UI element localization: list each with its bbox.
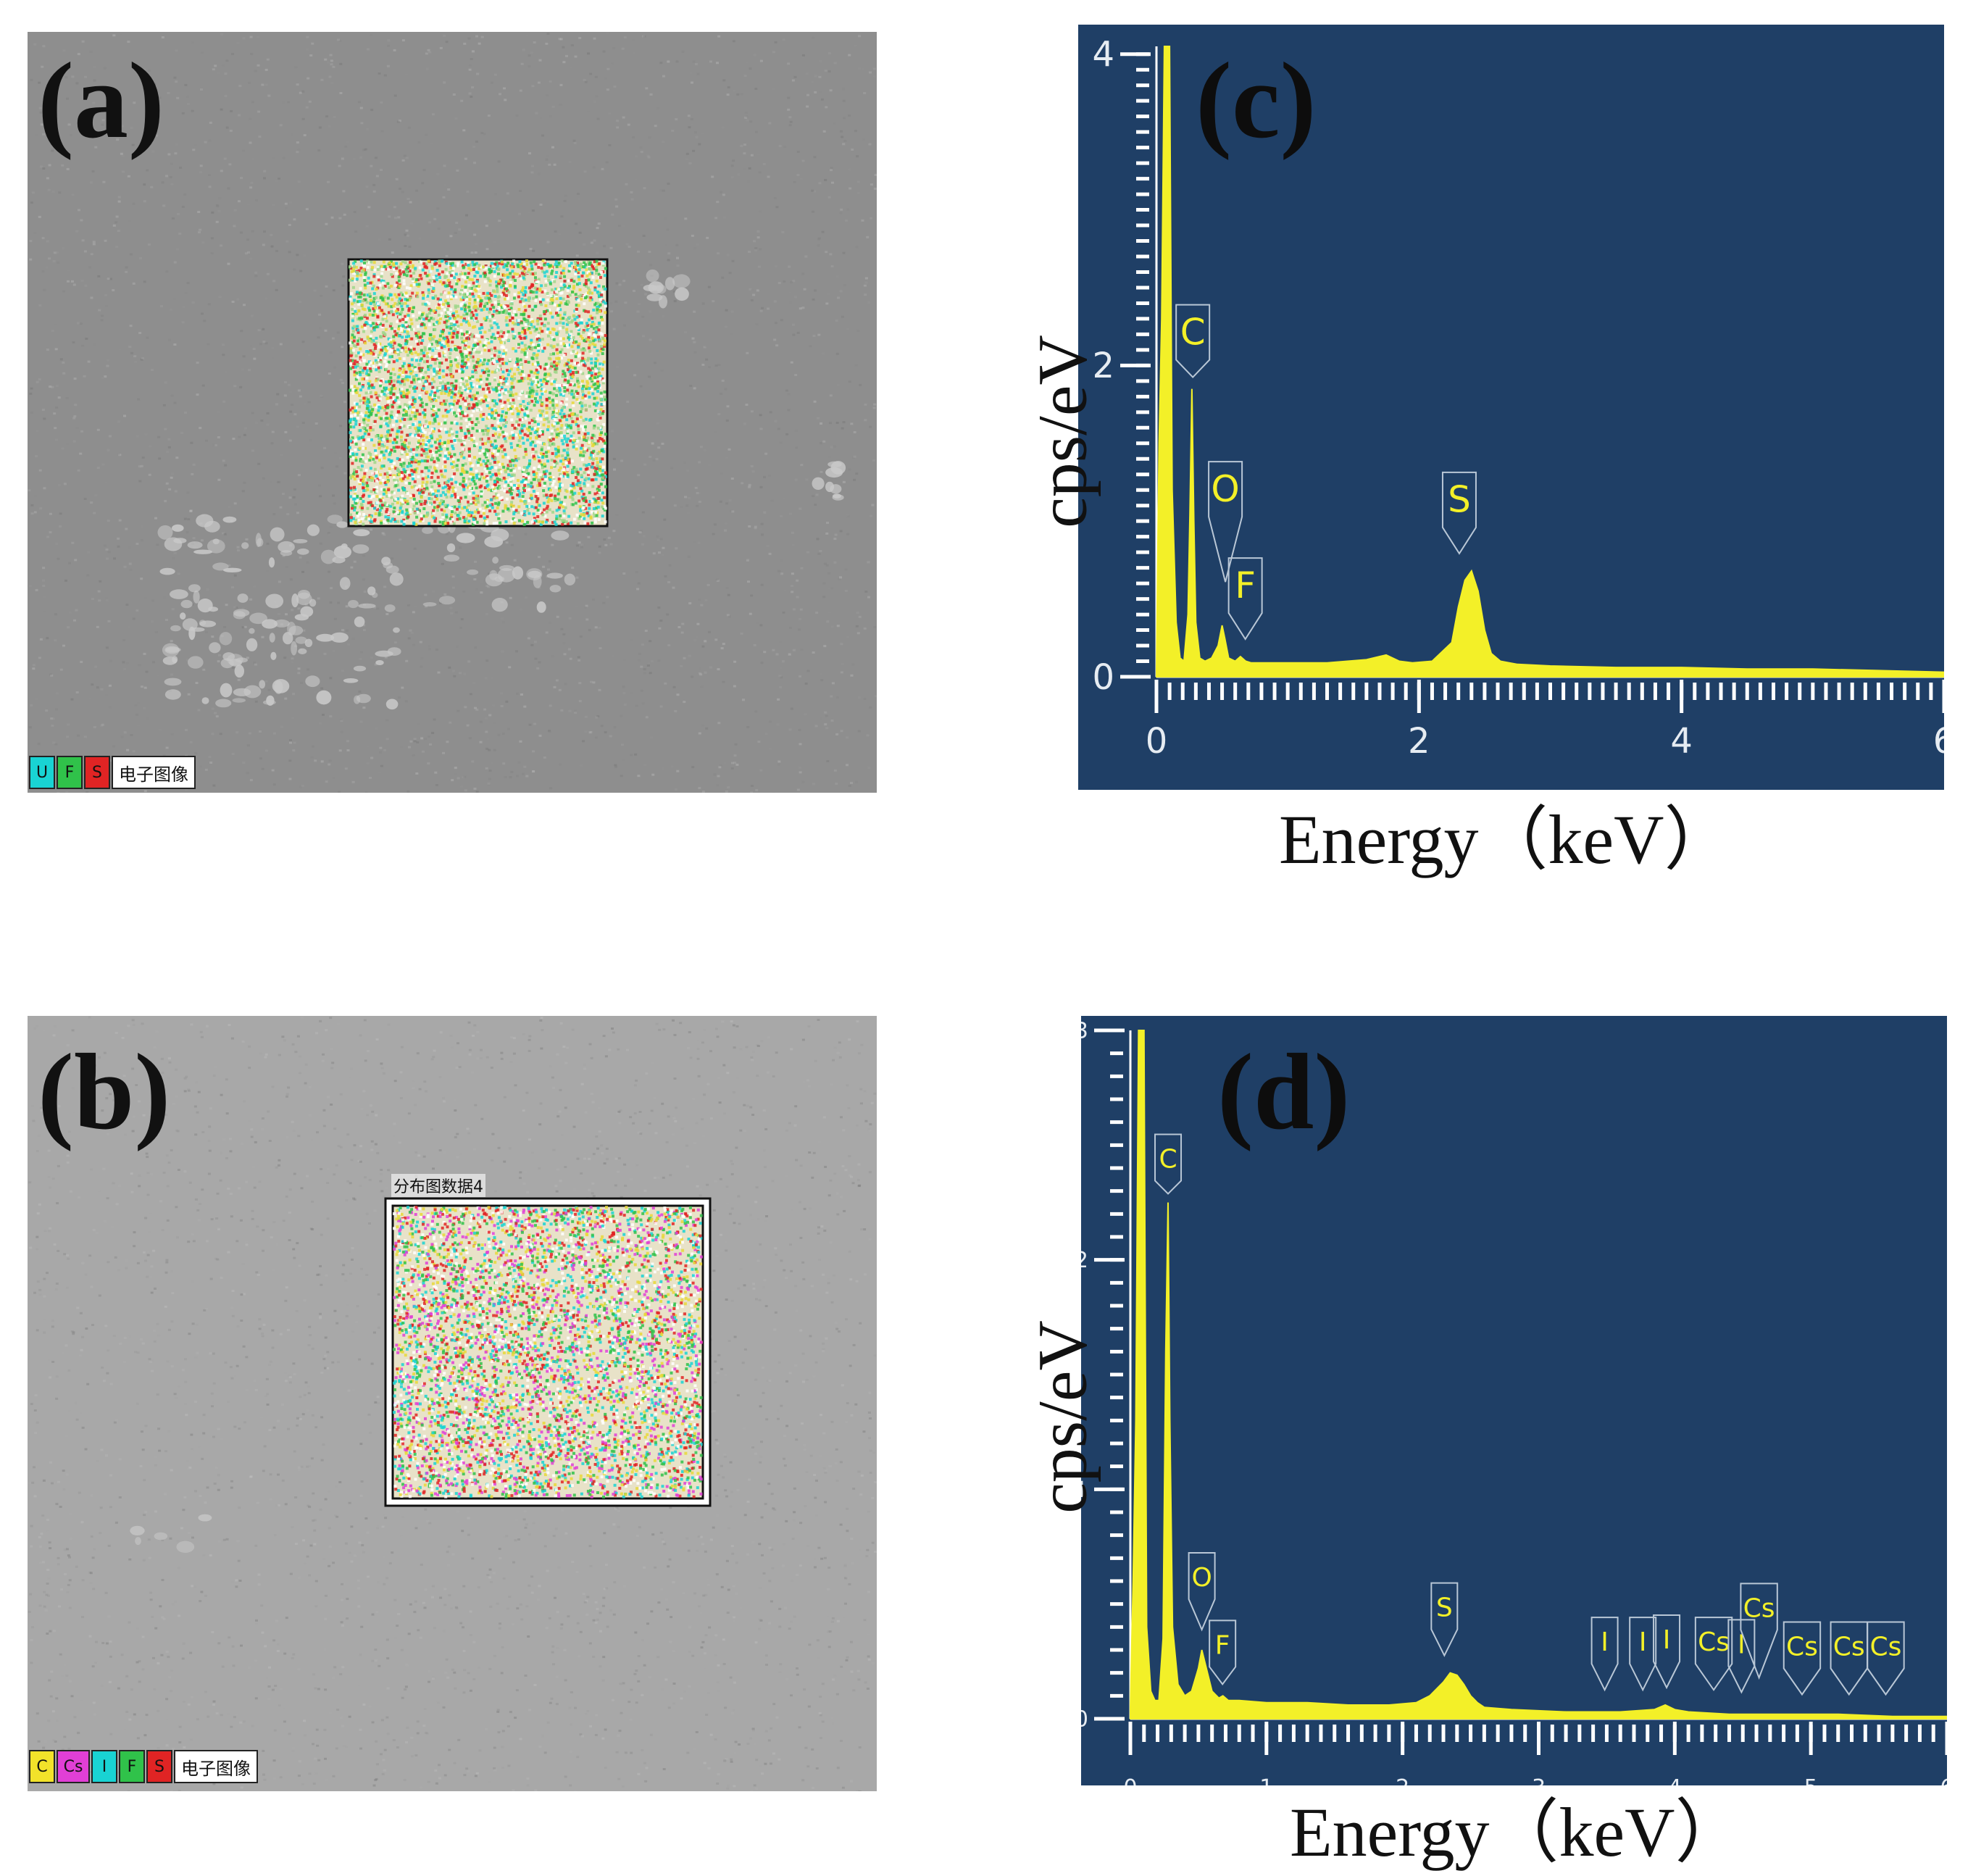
chart-c-xtick-label: 2 bbox=[1408, 721, 1430, 762]
legend-label-b: 电子图像 bbox=[174, 1750, 258, 1783]
chart-d-xtick-label: 0 bbox=[1123, 1775, 1137, 1785]
panel-label-c: (c) bbox=[1196, 46, 1316, 155]
legend-label-a: 电子图像 bbox=[112, 756, 196, 789]
legend-chip-s: S bbox=[84, 756, 110, 789]
chart-c-peak-label: O bbox=[1211, 468, 1239, 510]
chart-c-xtick-label: 4 bbox=[1670, 721, 1693, 762]
chart-d-ytick-label: 0 bbox=[1081, 1707, 1088, 1733]
chart-d-peak-label: I bbox=[1738, 1630, 1746, 1659]
chart-d-peak-label: Cs bbox=[1786, 1633, 1818, 1662]
chart-d-xtick-label: 5 bbox=[1804, 1775, 1818, 1785]
panel-label-a: (a) bbox=[38, 46, 164, 155]
legend-chip-i: I bbox=[91, 1750, 117, 1783]
chart-d-xtick-label: 1 bbox=[1259, 1775, 1273, 1785]
panel-label-b: (b) bbox=[38, 1038, 170, 1146]
legend-chip-f: F bbox=[119, 1750, 145, 1783]
legend-chip-f: F bbox=[57, 756, 83, 789]
chart-d-ytick-label: 3 bbox=[1081, 1019, 1088, 1044]
legend-chip-s: S bbox=[146, 1750, 172, 1783]
chart-d-peak-label: C bbox=[1159, 1145, 1177, 1175]
eds-spectrum-d: 01234560123COFSIIICsICsCsCsCs bbox=[1081, 1016, 1947, 1785]
chart-d-peak-label: F bbox=[1215, 1630, 1230, 1660]
chart-c-ytick-label: 4 bbox=[1092, 35, 1114, 75]
chart-c-xtick-label: 0 bbox=[1146, 721, 1168, 762]
chart-c-peak-label: F bbox=[1235, 564, 1256, 606]
legend-chip-c: C bbox=[29, 1750, 55, 1783]
chart-c-peak-label: C bbox=[1180, 311, 1206, 353]
chart-d-peak-label: I bbox=[1601, 1627, 1609, 1657]
legend-chip-cs: Cs bbox=[57, 1750, 90, 1783]
chart-c-peak-label: S bbox=[1448, 479, 1471, 521]
chart-d-peak-label: Cs bbox=[1743, 1593, 1775, 1623]
legend-chip-u: U bbox=[29, 756, 55, 789]
chart-d-peak-label: O bbox=[1191, 1563, 1212, 1593]
chart-c-ytick-label: 0 bbox=[1092, 657, 1114, 698]
x-axis-title-d: Energy（keV） bbox=[1290, 1775, 1744, 1876]
panel-label-d: (d) bbox=[1217, 1038, 1350, 1146]
chart-c-xtick-label: 6 bbox=[1933, 721, 1944, 762]
y-axis-title-d: cps/eV bbox=[1022, 1301, 1103, 1533]
x-axis-title-c: Energy（keV） bbox=[1279, 783, 1733, 883]
chart-d-xtick-label: 6 bbox=[1940, 1775, 1947, 1785]
chart-d-peak-label: Cs bbox=[1698, 1627, 1730, 1657]
chart-d-peak-label: I bbox=[1639, 1627, 1647, 1657]
region-title-b: 分布图数据4 bbox=[391, 1174, 485, 1197]
chart-d-peak-label: Cs bbox=[1870, 1633, 1902, 1662]
chart-d-ytick-label: 2 bbox=[1081, 1248, 1088, 1273]
chart-d-peak-label: I bbox=[1663, 1625, 1671, 1655]
chart-d-peak-label: S bbox=[1436, 1593, 1453, 1623]
chart-d-peak-label: Cs bbox=[1833, 1633, 1865, 1662]
y-axis-title-c: cps/eV bbox=[1022, 316, 1103, 548]
